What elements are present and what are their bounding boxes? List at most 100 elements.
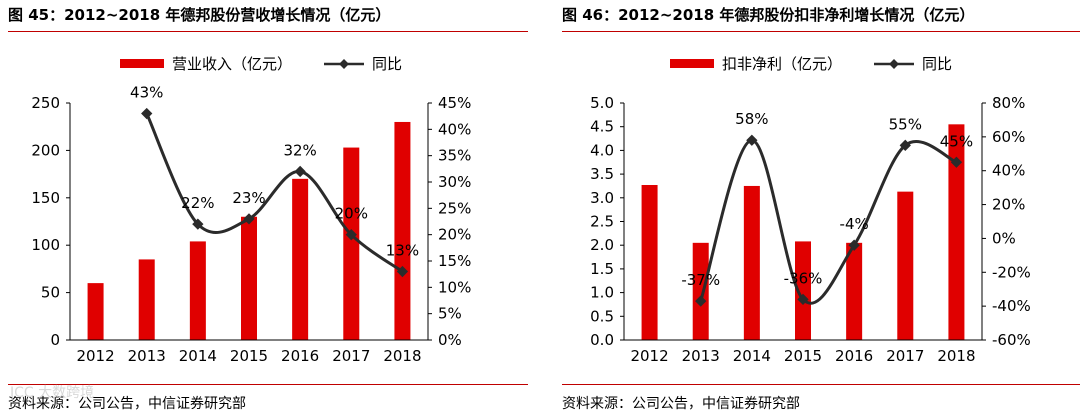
x-tick-label: 2018	[383, 347, 421, 365]
yoy-marker	[950, 156, 963, 168]
bar	[394, 121, 411, 341]
figure-source: 资料来源：公司公告，中信证券研究部	[562, 384, 1080, 413]
bar	[846, 242, 863, 340]
x-tick-label: 2017	[886, 347, 924, 365]
x-tick-label: 2018	[937, 347, 975, 365]
left-tick-label: 4.5	[590, 118, 614, 136]
right-tick-label: -40%	[992, 297, 1031, 315]
profit-chart-panel: 图 46：2012~2018 年德邦股份扣非净利增长情况（亿元） 扣非净利（亿元…	[562, 0, 1080, 415]
yoy-marker	[797, 293, 809, 306]
x-tick-label: 2016	[835, 347, 873, 365]
legend-bar-swatch	[120, 59, 164, 68]
bar	[343, 147, 360, 340]
legend-bar-label: 营业收入（亿元）	[172, 55, 292, 73]
x-tick-label: 2013	[128, 347, 166, 365]
x-tick-label: 2015	[784, 347, 822, 365]
legend-line-label: 同比	[922, 55, 952, 73]
left-tick-label: 2.0	[590, 236, 614, 254]
right-tick-label: 40%	[438, 120, 471, 138]
left-tick-label: 0	[50, 331, 60, 349]
legend-line-marker	[889, 59, 899, 69]
bar	[795, 241, 811, 340]
yoy-marker	[396, 265, 409, 278]
figure-title: 图 45：2012~2018 年德邦股份营收增长情况（亿元）	[8, 4, 528, 32]
left-tick-label: 150	[31, 189, 60, 207]
left-tick-label: 4.0	[590, 141, 614, 159]
right-tick-label: 25%	[438, 199, 471, 217]
yoy-marker	[192, 218, 204, 230]
right-tick-label: 0%	[992, 229, 1016, 247]
left-tick-label: 250	[31, 94, 60, 112]
right-tick-label: -60%	[992, 331, 1031, 349]
right-tick-label: 20%	[992, 196, 1025, 214]
left-tick-label: 3.5	[590, 165, 614, 183]
legend-bar-label: 扣非净利（亿元）	[722, 55, 842, 73]
right-tick-label: -20%	[992, 263, 1031, 281]
bar	[692, 242, 709, 340]
right-tick-label: 45%	[438, 94, 471, 112]
right-tick-label: 60%	[992, 128, 1025, 146]
figure-source: 资料来源：公司公告，中信证券研究部	[8, 384, 528, 413]
yoy-data-label: 22%	[181, 194, 214, 212]
x-tick-label: 2014	[179, 347, 217, 365]
yoy-data-label: 20%	[335, 205, 368, 223]
bar	[948, 124, 965, 340]
legend-line-label: 同比	[372, 55, 402, 73]
right-tick-label: 20%	[438, 226, 471, 244]
bar	[138, 259, 155, 340]
watermark: ICC 大数跨境	[10, 385, 95, 401]
yoy-line	[699, 138, 958, 305]
revenue-chart-panel: 图 45：2012~2018 年德邦股份营收增长情况（亿元） 营业收入（亿元） 同…	[8, 0, 528, 415]
bar	[743, 185, 760, 340]
yoy-marker	[345, 229, 357, 241]
x-tick-label: 2013	[682, 347, 720, 365]
right-tick-label: 0%	[438, 331, 462, 349]
bar	[241, 216, 257, 340]
bar	[189, 241, 206, 340]
left-tick-label: 1.5	[590, 260, 614, 278]
legend-bar-swatch	[670, 59, 714, 68]
x-tick-label: 2017	[332, 347, 370, 365]
yoy-data-label: 58%	[735, 110, 768, 128]
right-tick-label: 35%	[438, 147, 471, 165]
yoy-data-label: 23%	[232, 189, 265, 207]
bar	[641, 185, 658, 340]
right-tick-label: 30%	[438, 173, 471, 191]
revenue-chart: 营业收入（亿元） 同比 0 50 100 150 200 250 0% 5% 10% 15% 20% 25…	[31, 55, 471, 365]
left-tick-label: 200	[31, 141, 60, 159]
bar	[87, 283, 104, 340]
right-tick-label: 15%	[438, 252, 471, 270]
yoy-marker	[294, 165, 306, 178]
yoy-data-label: 45%	[940, 132, 973, 150]
yoy-data-label: -37%	[681, 271, 720, 289]
bar	[897, 191, 914, 340]
figure-title: 图 46：2012~2018 年德邦股份扣非净利增长情况（亿元）	[562, 4, 1080, 32]
left-tick-label: 3.0	[590, 189, 614, 207]
yoy-data-label: 13%	[386, 242, 419, 260]
right-tick-label: 10%	[438, 278, 471, 296]
yoy-data-label: 32%	[283, 141, 316, 159]
x-tick-label: 2012	[630, 347, 668, 365]
yoy-marker	[746, 134, 758, 146]
yoy-data-label: 43%	[130, 84, 163, 102]
left-tick-label: 2.5	[590, 213, 614, 231]
bar	[292, 178, 309, 340]
yoy-data-label: 55%	[889, 115, 922, 133]
yoy-marker	[141, 107, 153, 120]
yoy-data-label: -36%	[784, 269, 823, 287]
left-tick-label: 1.0	[590, 284, 614, 302]
yoy-marker	[243, 213, 255, 225]
legend-line-marker	[339, 59, 349, 69]
x-tick-label: 2014	[733, 347, 771, 365]
x-tick-label: 2012	[76, 347, 114, 365]
yoy-marker	[848, 239, 860, 251]
yoy-line	[145, 112, 404, 273]
right-tick-label: 5%	[438, 305, 462, 323]
right-tick-label: 40%	[992, 162, 1025, 180]
left-tick-label: 5.0	[590, 94, 614, 112]
left-tick-label: 100	[31, 236, 60, 254]
x-tick-label: 2015	[230, 347, 268, 365]
left-tick-label: 0.0	[590, 331, 614, 349]
profit-chart: 扣非净利（亿元） 同比 0.0 0.5 1.0 1.5 2.0 2.5 3.0 3.5 4.0 4.5…	[590, 55, 1031, 365]
left-tick-label: 50	[41, 284, 60, 302]
